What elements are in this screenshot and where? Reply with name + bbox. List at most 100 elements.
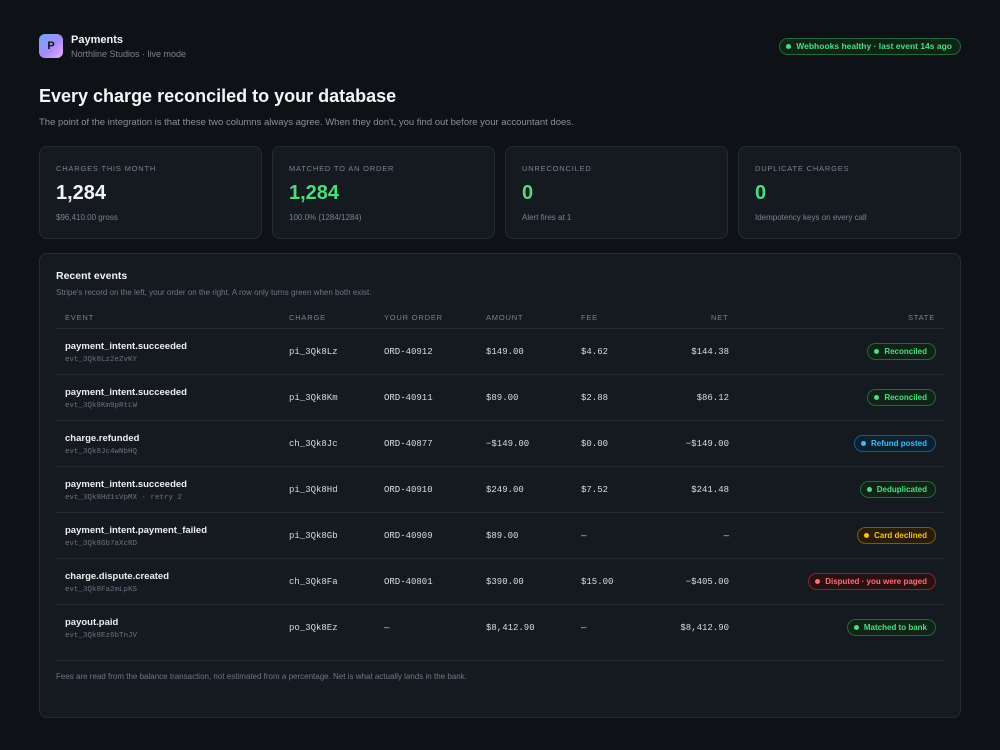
order-id[interactable]: ORD-40910 — [384, 485, 433, 495]
order-id[interactable]: ORD-40911 — [384, 393, 433, 403]
status-label: Refund posted — [871, 439, 927, 448]
stat-label: DUPLICATE CHARGES — [755, 164, 850, 173]
order-id[interactable]: ORD-40912 — [384, 347, 433, 357]
charge-id[interactable]: pi_3Qk8Hd — [289, 485, 338, 495]
order-id[interactable]: ORD-40877 — [384, 439, 433, 449]
status-badge: Matched to bank — [846, 619, 936, 636]
status-dot-icon — [874, 349, 880, 354]
table-row[interactable]: payment_intent.succeeded evt_3Qk8Lz2eZvKY… — [56, 329, 944, 375]
fee-value: $7.52 — [581, 485, 609, 495]
event-type: payment_intent.succeeded — [65, 479, 187, 490]
webhook-status-badge[interactable]: Webhooks healthy · last event 14s ago — [779, 38, 961, 55]
charge-id[interactable]: ch_3Qk8Jc — [289, 439, 338, 449]
stat-note: Idempotency keys on every call — [755, 213, 867, 222]
stat-card-matched: MATCHED TO AN ORDER 1,284 100.0% (1284/1… — [272, 146, 495, 239]
table-row[interactable]: payment_intent.succeeded evt_3Qk8Hd1sVpMX… — [56, 467, 944, 513]
amount-value: $8,412.90 — [486, 623, 535, 633]
event-type: charge.dispute.created — [65, 571, 170, 582]
table-row[interactable]: charge.dispute.created evt_3Qk8Fa2mLpKS ch… — [56, 559, 944, 605]
status-dot-icon — [866, 487, 872, 492]
table-row[interactable]: charge.refunded evt_3Qk8Jc4wNbHQ ch_3Qk8Jc… — [56, 421, 944, 467]
charge-id[interactable]: pi_3Qk8Gb — [289, 531, 338, 541]
charge-id[interactable]: po_3Qk8Ez — [289, 623, 338, 633]
column-header-state[interactable]: STATE — [907, 313, 935, 322]
stat-note: $96,410.00 gross — [56, 213, 118, 222]
net-value: −$405.00 — [685, 577, 729, 587]
stat-note: 100.0% (1284/1284) — [289, 213, 362, 222]
app-logo-icon: P — [39, 34, 63, 58]
stat-card-unreconciled: UNRECONCILED 0 Alert fires at 1 — [505, 146, 728, 239]
app-title: Payments — [71, 34, 123, 46]
recent-events-panel: Recent events Stripe's record on the lef… — [39, 253, 961, 718]
column-header-order[interactable]: YOUR ORDER — [384, 313, 443, 322]
page-subtitle: The point of the integration is that the… — [39, 117, 574, 128]
net-value: −$149.00 — [685, 439, 729, 449]
app-subtitle: Northline Studios · live mode — [71, 49, 187, 59]
order-id[interactable]: ORD-40909 — [384, 531, 433, 541]
status-label: Disputed · you were paged — [825, 577, 927, 586]
panel-subtitle: Stripe's record on the left, your order … — [56, 288, 372, 297]
net-value: $8,412.90 — [680, 623, 729, 633]
webhook-status-text: Webhooks healthy · last event 14s ago — [796, 41, 952, 51]
event-id: evt_3Qk8Ez6bTnJV — [65, 632, 138, 640]
status-label: Deduplicated — [876, 485, 927, 494]
event-type: payment_intent.succeeded — [65, 387, 187, 398]
table-row[interactable]: payout.paid evt_3Qk8Ez6bTnJV po_3Qk8Ez — $8,… — [56, 605, 944, 651]
status-dot-icon — [874, 395, 880, 400]
column-header-event[interactable]: EVENT — [65, 313, 95, 322]
order-id[interactable]: — — [384, 623, 390, 633]
top-bar: P Payments Northline Studios · live mode… — [39, 34, 961, 62]
page-title: Every charge reconciled to your database — [39, 86, 397, 106]
table-row[interactable]: payment_intent.payment_failed evt_3Qk8Gb7… — [56, 513, 944, 559]
net-value: $86.12 — [696, 393, 729, 403]
column-header-net[interactable]: NET — [711, 313, 729, 322]
stat-label: UNRECONCILED — [522, 164, 592, 173]
stat-label: MATCHED TO AN ORDER — [289, 164, 395, 173]
stat-value: 1,284 — [289, 182, 340, 204]
event-type: charge.refunded — [65, 433, 140, 444]
status-badge: Refund posted — [854, 435, 936, 452]
charge-id[interactable]: pi_3Qk8Lz — [289, 347, 338, 357]
panel-title: Recent events — [56, 270, 128, 282]
fee-value: $2.88 — [581, 393, 609, 403]
stats-row: CHARGES THIS MONTH 1,284 $96,410.00 gros… — [39, 146, 961, 239]
status-dot-icon — [853, 625, 859, 630]
status-label: Matched to bank — [863, 623, 927, 632]
table-row[interactable]: payment_intent.succeeded evt_3Qk8Km9pRtLW… — [56, 375, 944, 421]
status-badge: Deduplicated — [859, 481, 936, 498]
status-badge: Card declined — [857, 527, 936, 544]
footnote: Fees are read from the balance transacti… — [56, 672, 467, 681]
stat-note: Alert fires at 1 — [522, 213, 572, 222]
event-id: evt_3Qk8Km9pRtLW — [65, 402, 138, 410]
event-type: payment_intent.succeeded — [65, 341, 187, 352]
amount-value: $390.00 — [486, 577, 524, 587]
status-dot-icon — [815, 579, 821, 584]
stat-card-charges: CHARGES THIS MONTH 1,284 $96,410.00 gros… — [39, 146, 262, 239]
column-header-charge[interactable]: CHARGE — [289, 313, 326, 322]
event-id: evt_3Qk8Jc4wNbHQ — [65, 448, 138, 456]
fee-value: $15.00 — [581, 577, 614, 587]
stat-value: 0 — [522, 182, 534, 204]
status-dot-icon — [864, 533, 870, 538]
status-badge: Disputed · you were paged — [808, 573, 936, 590]
event-id: evt_3Qk8Hd1sVpMX · retry 2 — [65, 494, 183, 502]
status-label: Reconciled — [884, 347, 927, 356]
status-dot-icon — [861, 441, 866, 446]
event-id: evt_3Qk8Lz2eZvKY — [65, 356, 138, 364]
status-badge: Reconciled — [867, 389, 936, 406]
fee-value: $0.00 — [581, 439, 609, 449]
stat-value: 0 — [755, 182, 767, 204]
event-type: payment_intent.payment_failed — [65, 525, 208, 536]
order-id[interactable]: ORD-40801 — [384, 577, 433, 587]
amount-value: $149.00 — [486, 347, 524, 357]
column-header-amount[interactable]: AMOUNT — [486, 313, 524, 322]
events-table-body: payment_intent.succeeded evt_3Qk8Lz2eZvKY… — [56, 329, 944, 651]
event-type: payout.paid — [65, 617, 119, 628]
column-header-fee[interactable]: FEE — [581, 313, 598, 322]
amount-value: $89.00 — [486, 531, 519, 541]
net-value: — — [723, 531, 729, 541]
charge-id[interactable]: pi_3Qk8Km — [289, 393, 338, 403]
charge-id[interactable]: ch_3Qk8Fa — [289, 577, 338, 587]
panel-footer: Fees are read from the balance transacti… — [56, 660, 944, 681]
status-label: Reconciled — [884, 393, 927, 402]
